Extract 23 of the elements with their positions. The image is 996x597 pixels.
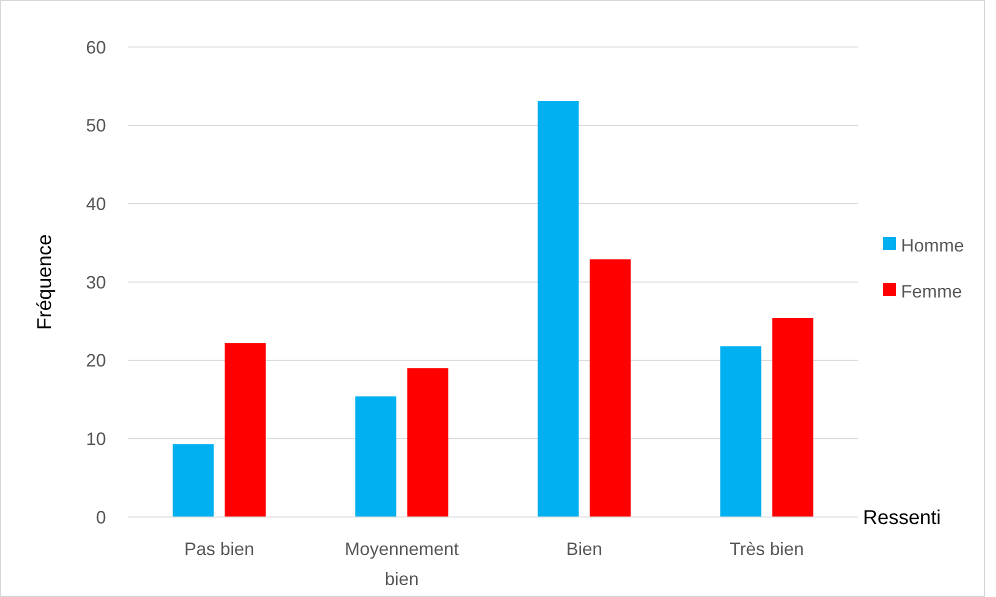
bar: [355, 396, 396, 517]
y-tick-label: 40: [86, 194, 106, 214]
bar: [538, 101, 579, 517]
bar: [407, 368, 448, 517]
y-tick-label: 30: [86, 272, 106, 292]
x-tick-label: Bien: [566, 539, 602, 559]
legend-label: Femme: [901, 281, 962, 302]
bar: [772, 318, 814, 517]
legend-label: Homme: [901, 235, 964, 256]
bar: [720, 346, 762, 517]
y-axis-title: Fréquence: [34, 234, 56, 330]
y-tick-label: 0: [96, 507, 106, 528]
y-tick-label: 50: [86, 116, 106, 136]
y-tick-label: 20: [86, 350, 106, 371]
x-tick-label: Très bien: [730, 539, 804, 559]
x-axis-title: Ressenti: [863, 507, 941, 529]
bar: [224, 343, 266, 517]
y-tick-label: 10: [86, 428, 106, 449]
bar: [172, 444, 214, 517]
bar: [590, 259, 631, 517]
x-tick-label: Moyennement bien: [344, 539, 459, 589]
x-tick-label: Pas bien: [184, 539, 254, 559]
y-tick-label: 60: [86, 37, 106, 58]
